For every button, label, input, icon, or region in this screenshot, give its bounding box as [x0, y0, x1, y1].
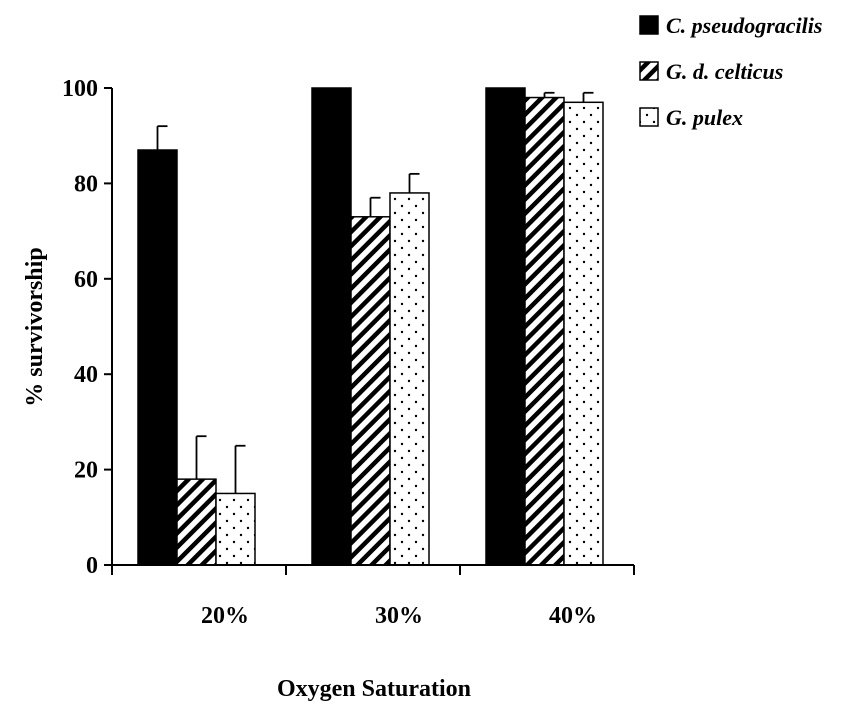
y-tick-label-1: 20 — [74, 458, 98, 484]
legend-label-2: G. pulex — [666, 105, 743, 130]
y-tick-label-0: 0 — [86, 553, 98, 579]
bar-0-0 — [137, 149, 178, 566]
legend-swatch-1 — [639, 61, 659, 81]
bar-0-1 — [311, 87, 352, 566]
x-tick-label-1: 30% — [375, 603, 423, 629]
legend-label-1: G. d. celticus — [666, 59, 783, 84]
legend-swatch-2 — [639, 107, 659, 127]
x-tick-label-0: 20% — [201, 603, 249, 629]
bar-1-0 — [176, 478, 217, 566]
legend: C. pseudogracilis G. d. celticus G. pulex — [639, 13, 822, 130]
bar-2-1 — [389, 192, 430, 566]
x-tick-label-2: 40% — [549, 603, 597, 629]
bar-0-2 — [485, 87, 526, 566]
y-tick-label-5: 100 — [62, 76, 98, 102]
legend-label-0: C. pseudogracilis — [666, 13, 822, 38]
bar-2-0 — [215, 492, 256, 566]
plot-area: 0 20 40 60 80 100 20% 30% 40% — [62, 76, 635, 629]
y-tick-label-2: 40 — [74, 362, 98, 388]
bar-1-2 — [524, 96, 565, 566]
bar-2-2 — [563, 101, 604, 566]
y-tick-label-4: 80 — [74, 171, 98, 197]
bar-1-1 — [350, 216, 391, 566]
legend-swatch-0 — [639, 15, 659, 35]
y-tick-label-3: 60 — [74, 267, 98, 293]
y-axis-title: % survivorship — [22, 247, 48, 406]
x-axis-title: Oxygen Saturation — [277, 676, 471, 702]
